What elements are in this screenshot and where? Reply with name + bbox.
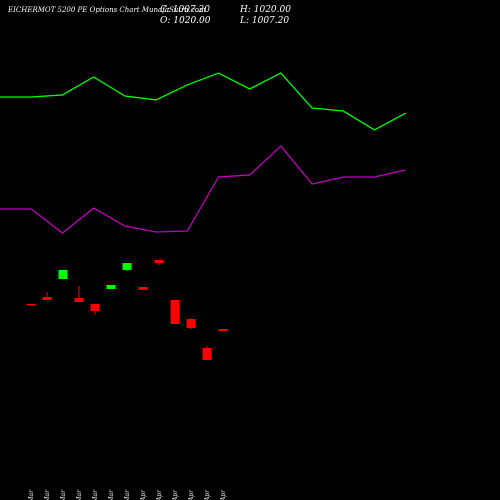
indicator-line [0, 145, 406, 234]
x-tick-label: 01 Apr [140, 489, 147, 500]
x-tick-label: 17 Mar [28, 489, 35, 500]
x-tick-label: 08 Apr [172, 489, 179, 500]
chart-title: EICHERMOT 5200 PE Options Chart MunafaSu… [7, 6, 206, 14]
candle-body [218, 329, 228, 331]
x-tick-label: 09 Apr [188, 489, 195, 500]
x-tick-label: 24 Mar [76, 489, 83, 500]
low-label: L: 1007.20 [239, 16, 289, 26]
candle-body [170, 299, 180, 324]
candle-body [74, 298, 84, 302]
x-tick-label: 25 Mar [92, 489, 99, 500]
x-tick-label: 28 Mar [124, 489, 131, 500]
x-tick-label: 27 Mar [108, 489, 115, 500]
high-label: H: 1020.00 [239, 5, 291, 15]
x-tick-label: 17 Apr [220, 489, 227, 500]
candle-body [42, 296, 52, 300]
candle-body [90, 304, 100, 312]
close-label: C: 1007.20 [160, 5, 210, 15]
x-tick-label: 20 Mar [44, 489, 51, 500]
candle-body [138, 286, 148, 290]
indicator-line [0, 72, 406, 131]
candle-body [202, 348, 212, 360]
candle-body [106, 284, 116, 289]
x-tick-label: 07 Apr [156, 489, 163, 500]
candle-body [26, 304, 36, 306]
candle-body [122, 263, 132, 270]
candle-body [154, 259, 164, 264]
x-tick-label: 21 Mar [60, 489, 67, 500]
x-tick-label: 16 Apr [204, 489, 211, 500]
candle-body [58, 269, 68, 279]
candle-body [186, 319, 196, 329]
open-label: O: 1020.00 [160, 16, 211, 26]
